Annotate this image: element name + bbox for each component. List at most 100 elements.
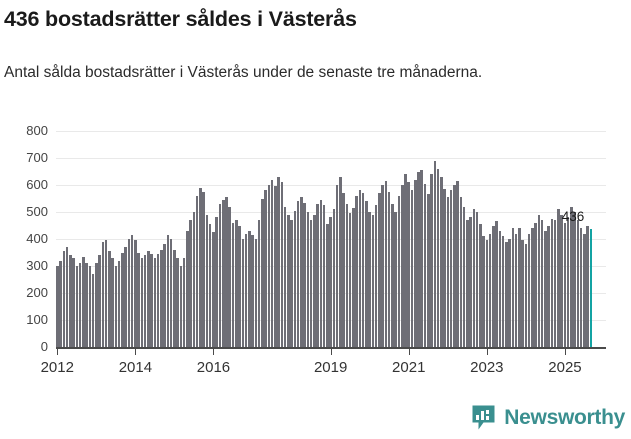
bar: [498, 230, 502, 347]
bar-chart: 0 100 200 300 400 500 600 700 800 436 2012 2014 20…: [0, 120, 631, 385]
bar: [427, 194, 430, 347]
bar: [550, 218, 554, 347]
bar: [420, 170, 424, 347]
bar: [345, 203, 349, 347]
bar: [566, 217, 570, 347]
bar-value-label: 436: [561, 209, 585, 225]
bar: [117, 260, 121, 347]
x-axis-tick: [486, 349, 488, 355]
bar: [391, 203, 394, 347]
bar: [537, 214, 541, 347]
bar: [270, 179, 274, 347]
bar: [267, 185, 271, 347]
y-axis-tick-label: 300: [26, 258, 48, 273]
bar: [462, 206, 466, 347]
gridline: [56, 185, 606, 186]
x-axis-tick-label: 2014: [118, 359, 153, 376]
bar: [508, 239, 511, 347]
bar: [365, 201, 368, 347]
bar: [283, 206, 287, 347]
bar: [563, 222, 567, 347]
bar: [234, 220, 238, 347]
bar: [231, 222, 235, 347]
bar: [583, 233, 586, 347]
bar: [524, 244, 528, 347]
y-axis-tick-label: 200: [26, 285, 48, 300]
bar: [410, 190, 414, 347]
bar: [492, 225, 495, 347]
bar: [78, 263, 82, 347]
bar: [160, 249, 163, 347]
bar: [436, 168, 440, 347]
bar: [472, 209, 476, 347]
bar: [400, 185, 404, 347]
bar: [335, 185, 339, 347]
bar: [397, 195, 401, 347]
bar: [518, 228, 521, 347]
bar: [355, 195, 358, 347]
bar: [371, 214, 375, 347]
bar: [443, 189, 446, 347]
bar: [111, 257, 114, 347]
bar: [326, 224, 329, 347]
bar: [316, 203, 319, 347]
x-axis-tick: [564, 349, 566, 355]
bar: [381, 185, 384, 347]
bar: [195, 195, 199, 347]
bar: [150, 253, 153, 347]
bar: [501, 236, 505, 347]
y-axis-tick-label: 500: [26, 204, 48, 219]
bar: [114, 266, 118, 347]
bar: [140, 257, 144, 347]
x-axis-tick-label: 2025: [548, 359, 582, 376]
bar: [257, 220, 261, 347]
bar: [261, 198, 264, 347]
bar: [137, 252, 140, 347]
bar: [322, 205, 326, 347]
bar: [514, 233, 518, 347]
bar: [505, 241, 508, 347]
bar: [479, 224, 482, 347]
bar: [101, 241, 105, 347]
bar: [179, 266, 183, 347]
bar: [527, 233, 531, 347]
bar: [192, 212, 196, 347]
bar: [306, 212, 310, 347]
x-axis-tick: [135, 349, 137, 355]
x-axis-tick: [213, 349, 215, 355]
x-axis-tick-label: 2016: [196, 359, 231, 376]
bar: [586, 225, 589, 347]
bar: [313, 214, 316, 347]
bar: [319, 199, 323, 347]
bar: [228, 206, 232, 347]
bar: [176, 257, 179, 347]
bar: [218, 203, 222, 347]
bar: [440, 176, 443, 347]
bar: [433, 160, 437, 347]
bar: [547, 225, 550, 347]
gridline: [56, 212, 606, 213]
x-axis-tick-label: 2012: [40, 359, 74, 376]
bar-highlighted: [589, 229, 593, 347]
bar: [469, 217, 472, 347]
x-axis-tick-label: 2019: [313, 359, 348, 376]
bar: [121, 252, 124, 347]
bar: [430, 174, 433, 347]
bar-chart-speech-bubble-icon: [471, 404, 496, 431]
bar: [153, 257, 157, 347]
bar: [368, 212, 371, 347]
bar: [573, 212, 576, 347]
bar: [134, 240, 137, 347]
bar: [329, 217, 332, 347]
bar: [182, 257, 186, 347]
bar: [215, 217, 218, 347]
bar: [82, 256, 85, 347]
bar: [553, 220, 557, 347]
page-subtitle: Antal sålda bostadsrätter i Västerås und…: [4, 64, 483, 81]
bar: [199, 187, 202, 347]
bar: [147, 251, 150, 347]
y-axis-tick-label: 0: [40, 339, 48, 354]
bar: [127, 239, 131, 347]
bar: [358, 190, 362, 347]
bar: [374, 205, 378, 347]
